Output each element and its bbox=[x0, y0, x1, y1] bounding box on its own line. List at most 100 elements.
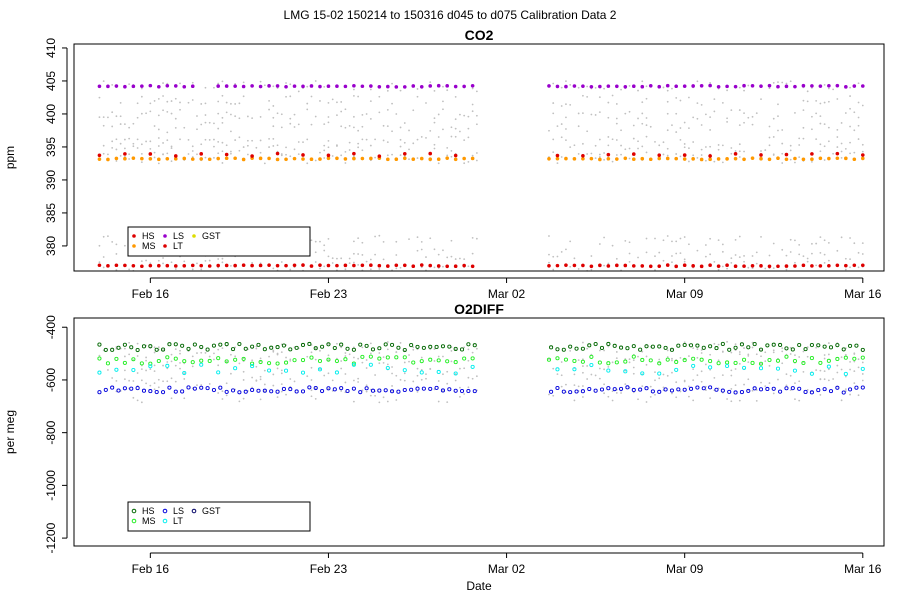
background-point bbox=[259, 139, 262, 142]
background-point bbox=[475, 114, 478, 117]
background-point bbox=[166, 152, 169, 155]
legend-label: GST bbox=[202, 231, 221, 241]
background-point bbox=[844, 147, 847, 150]
background-point bbox=[196, 153, 198, 156]
data-point bbox=[638, 347, 643, 352]
background-point bbox=[217, 100, 220, 103]
data-point bbox=[275, 389, 280, 394]
background-point bbox=[645, 117, 648, 119]
background-point bbox=[162, 364, 164, 367]
background-point bbox=[280, 369, 283, 372]
background-point bbox=[823, 83, 826, 86]
background-point bbox=[230, 152, 232, 155]
background-point bbox=[666, 129, 669, 132]
data-point bbox=[123, 263, 127, 268]
data-point bbox=[580, 359, 585, 364]
background-point bbox=[115, 138, 118, 141]
background-point bbox=[450, 135, 453, 138]
background-point bbox=[446, 256, 449, 259]
background-point bbox=[560, 361, 563, 363]
background-point bbox=[132, 122, 135, 125]
data-point bbox=[123, 84, 127, 89]
background-point bbox=[276, 353, 279, 356]
background-point bbox=[781, 162, 784, 164]
legend-label: LS bbox=[173, 506, 184, 516]
data-point bbox=[402, 263, 407, 268]
data-point bbox=[377, 85, 382, 89]
data-point bbox=[241, 263, 246, 268]
data-point bbox=[156, 358, 161, 364]
background-point bbox=[734, 384, 737, 387]
background-point bbox=[149, 384, 152, 387]
data-point bbox=[547, 84, 551, 88]
background-point bbox=[166, 367, 169, 370]
data-point bbox=[612, 343, 617, 348]
background-point bbox=[751, 123, 754, 126]
background-point bbox=[662, 141, 665, 144]
background-point bbox=[259, 357, 262, 360]
background-point bbox=[573, 257, 576, 260]
data-point bbox=[250, 361, 255, 366]
background-point bbox=[437, 162, 440, 165]
background-point bbox=[285, 153, 287, 156]
background-point bbox=[815, 369, 818, 371]
background-point bbox=[361, 361, 364, 364]
background-point bbox=[115, 269, 118, 271]
background-point bbox=[416, 157, 419, 159]
data-point bbox=[767, 264, 772, 269]
data-point bbox=[402, 151, 407, 156]
data-point bbox=[801, 360, 806, 366]
data-point bbox=[411, 157, 416, 162]
background-point bbox=[598, 377, 601, 380]
background-point bbox=[357, 253, 360, 255]
background-point bbox=[637, 398, 639, 401]
background-point bbox=[369, 100, 372, 103]
data-point bbox=[716, 84, 721, 89]
background-point bbox=[153, 364, 156, 367]
data-point bbox=[555, 84, 560, 89]
data-point bbox=[386, 157, 390, 162]
background-point bbox=[340, 257, 343, 260]
data-point bbox=[129, 345, 134, 350]
data-point bbox=[725, 157, 729, 161]
data-point bbox=[625, 346, 630, 351]
data-point bbox=[148, 152, 153, 156]
background-point bbox=[857, 394, 860, 397]
background-point bbox=[157, 145, 160, 147]
background-point bbox=[849, 258, 851, 261]
data-point bbox=[716, 157, 721, 161]
background-point bbox=[459, 386, 461, 389]
data-point bbox=[262, 347, 267, 352]
background-point bbox=[688, 385, 690, 388]
data-point bbox=[708, 344, 713, 349]
background-point bbox=[217, 348, 220, 351]
data-point bbox=[281, 343, 286, 348]
data-point bbox=[360, 156, 365, 161]
background-point bbox=[853, 242, 856, 245]
data-point bbox=[564, 156, 568, 161]
background-point bbox=[815, 242, 818, 245]
data-point bbox=[421, 386, 426, 391]
data-point bbox=[207, 264, 212, 268]
background-point bbox=[764, 267, 767, 270]
background-point bbox=[615, 117, 618, 120]
background-point bbox=[861, 379, 864, 382]
background-point bbox=[827, 368, 830, 371]
data-point bbox=[688, 386, 694, 391]
background-point bbox=[234, 103, 237, 105]
background-point bbox=[768, 364, 771, 367]
background-point bbox=[794, 382, 796, 385]
background-point bbox=[615, 122, 618, 125]
data-point bbox=[237, 390, 242, 395]
data-point bbox=[682, 153, 687, 157]
background-point bbox=[132, 145, 135, 148]
background-point bbox=[259, 116, 262, 118]
background-point bbox=[319, 368, 321, 371]
background-point bbox=[183, 126, 186, 129]
data-point bbox=[199, 385, 204, 390]
background-point bbox=[781, 362, 784, 365]
background-point bbox=[386, 141, 389, 143]
background-point bbox=[289, 122, 292, 125]
background-point bbox=[734, 150, 737, 152]
background-point bbox=[119, 101, 122, 104]
